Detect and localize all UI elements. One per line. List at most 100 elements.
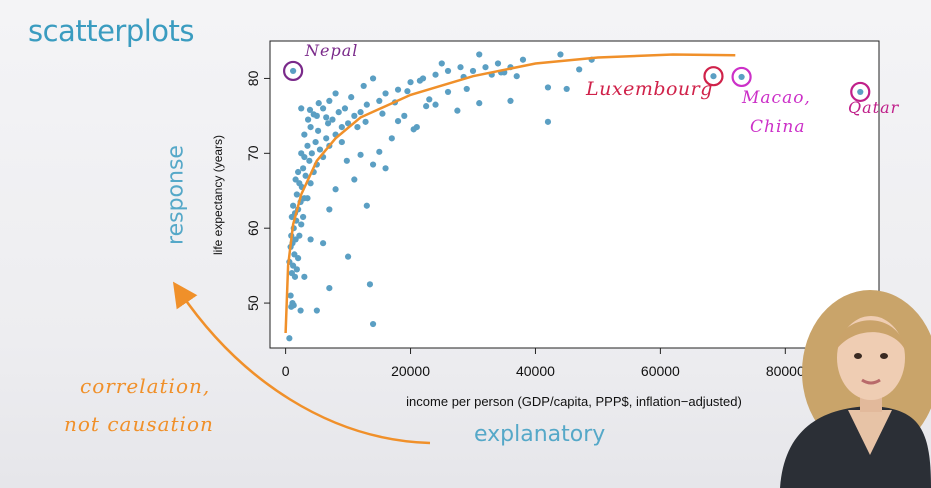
data-point <box>298 221 305 228</box>
data-point <box>376 97 383 105</box>
data-point <box>454 107 461 114</box>
x-tick-label: 60000 <box>641 363 680 379</box>
plot-frame <box>269 40 880 349</box>
data-point <box>426 96 433 103</box>
data-point <box>404 88 411 95</box>
data-point <box>351 176 358 183</box>
note-not-causation: not causation <box>64 412 214 436</box>
data-point <box>357 151 364 158</box>
data-point <box>432 71 439 78</box>
data-point <box>507 97 514 105</box>
data-point <box>376 148 383 155</box>
data-point <box>297 307 304 314</box>
data-point <box>304 195 311 202</box>
data-point <box>338 124 345 131</box>
data-point <box>857 88 864 96</box>
data-point <box>319 105 327 112</box>
data-point <box>357 109 364 116</box>
presenter-video <box>760 280 931 488</box>
data-point <box>307 236 314 243</box>
data-point <box>476 51 483 58</box>
data-point <box>302 172 309 179</box>
data-point <box>300 165 307 172</box>
data-point <box>290 67 297 75</box>
x-tick-label: 20000 <box>391 363 430 379</box>
data-point <box>306 157 313 164</box>
data-point <box>463 85 470 93</box>
highlight-ring <box>731 66 752 88</box>
data-point <box>354 124 361 131</box>
highlight-ring <box>703 66 724 87</box>
data-point <box>363 101 370 108</box>
data-point <box>312 138 319 146</box>
data-point <box>344 253 352 260</box>
data-point <box>494 60 502 67</box>
data-point <box>332 90 339 97</box>
data-point <box>482 64 489 71</box>
data-point <box>438 60 445 67</box>
data-point <box>557 51 564 58</box>
data-point <box>416 77 424 84</box>
annotation-nepal: Nepal <box>304 41 358 60</box>
data-point <box>401 112 408 119</box>
data-point <box>290 202 297 209</box>
data-point <box>444 67 452 75</box>
highlight-rings <box>283 60 871 103</box>
data-point <box>343 157 350 164</box>
data-point <box>323 114 330 121</box>
data-point <box>362 118 369 125</box>
data-point <box>366 281 374 288</box>
data-point <box>286 335 293 342</box>
x-tick-label: 80000 <box>766 363 805 379</box>
presenter-jacket <box>780 406 931 488</box>
x-tick-label: 40000 <box>516 363 555 379</box>
data-point <box>444 88 452 96</box>
data-point <box>369 320 377 328</box>
annotation-macao-line2: China <box>750 117 805 137</box>
data-point <box>423 103 430 110</box>
data-point <box>576 66 583 73</box>
data-point <box>290 302 297 309</box>
data-point <box>388 135 395 142</box>
y-axis-label: life expectancy (years) <box>211 135 225 255</box>
data-point <box>432 101 439 108</box>
data-point <box>326 206 333 213</box>
data-point <box>476 100 483 107</box>
data-point <box>292 236 299 243</box>
data-point <box>329 116 336 123</box>
data-point <box>291 251 298 258</box>
data-point <box>351 112 358 119</box>
data-point <box>379 110 386 117</box>
data-point <box>394 86 402 93</box>
data-point <box>344 120 352 127</box>
data-point <box>298 150 305 157</box>
data-point <box>382 165 389 172</box>
data-point <box>369 75 377 82</box>
data-point <box>296 180 303 187</box>
explanatory-label: explanatory <box>474 422 606 447</box>
trend-curve <box>284 53 736 334</box>
data-point <box>710 73 717 80</box>
data-point <box>308 150 315 157</box>
response-arrow <box>172 281 431 445</box>
annotation-macao-line1: Macao, <box>741 88 811 108</box>
data-point <box>295 255 302 262</box>
data-point <box>341 105 349 112</box>
data-point <box>394 118 402 125</box>
data-point <box>300 213 307 221</box>
note-correlation: correlation, <box>80 374 211 398</box>
data-point <box>307 180 314 187</box>
y-tick-label: 80 <box>245 70 261 86</box>
data-point <box>293 191 300 198</box>
data-point <box>332 186 339 193</box>
x-axis-label: income per person (GDP/capita, PPP$, inf… <box>406 394 742 409</box>
data-point <box>326 97 333 105</box>
data-point <box>519 56 527 63</box>
presenter-face <box>837 316 905 400</box>
data-point <box>335 109 342 116</box>
data-point <box>296 232 303 239</box>
data-point <box>301 273 308 280</box>
data-point <box>326 284 333 292</box>
data-point <box>305 116 312 123</box>
data-point <box>314 127 322 134</box>
